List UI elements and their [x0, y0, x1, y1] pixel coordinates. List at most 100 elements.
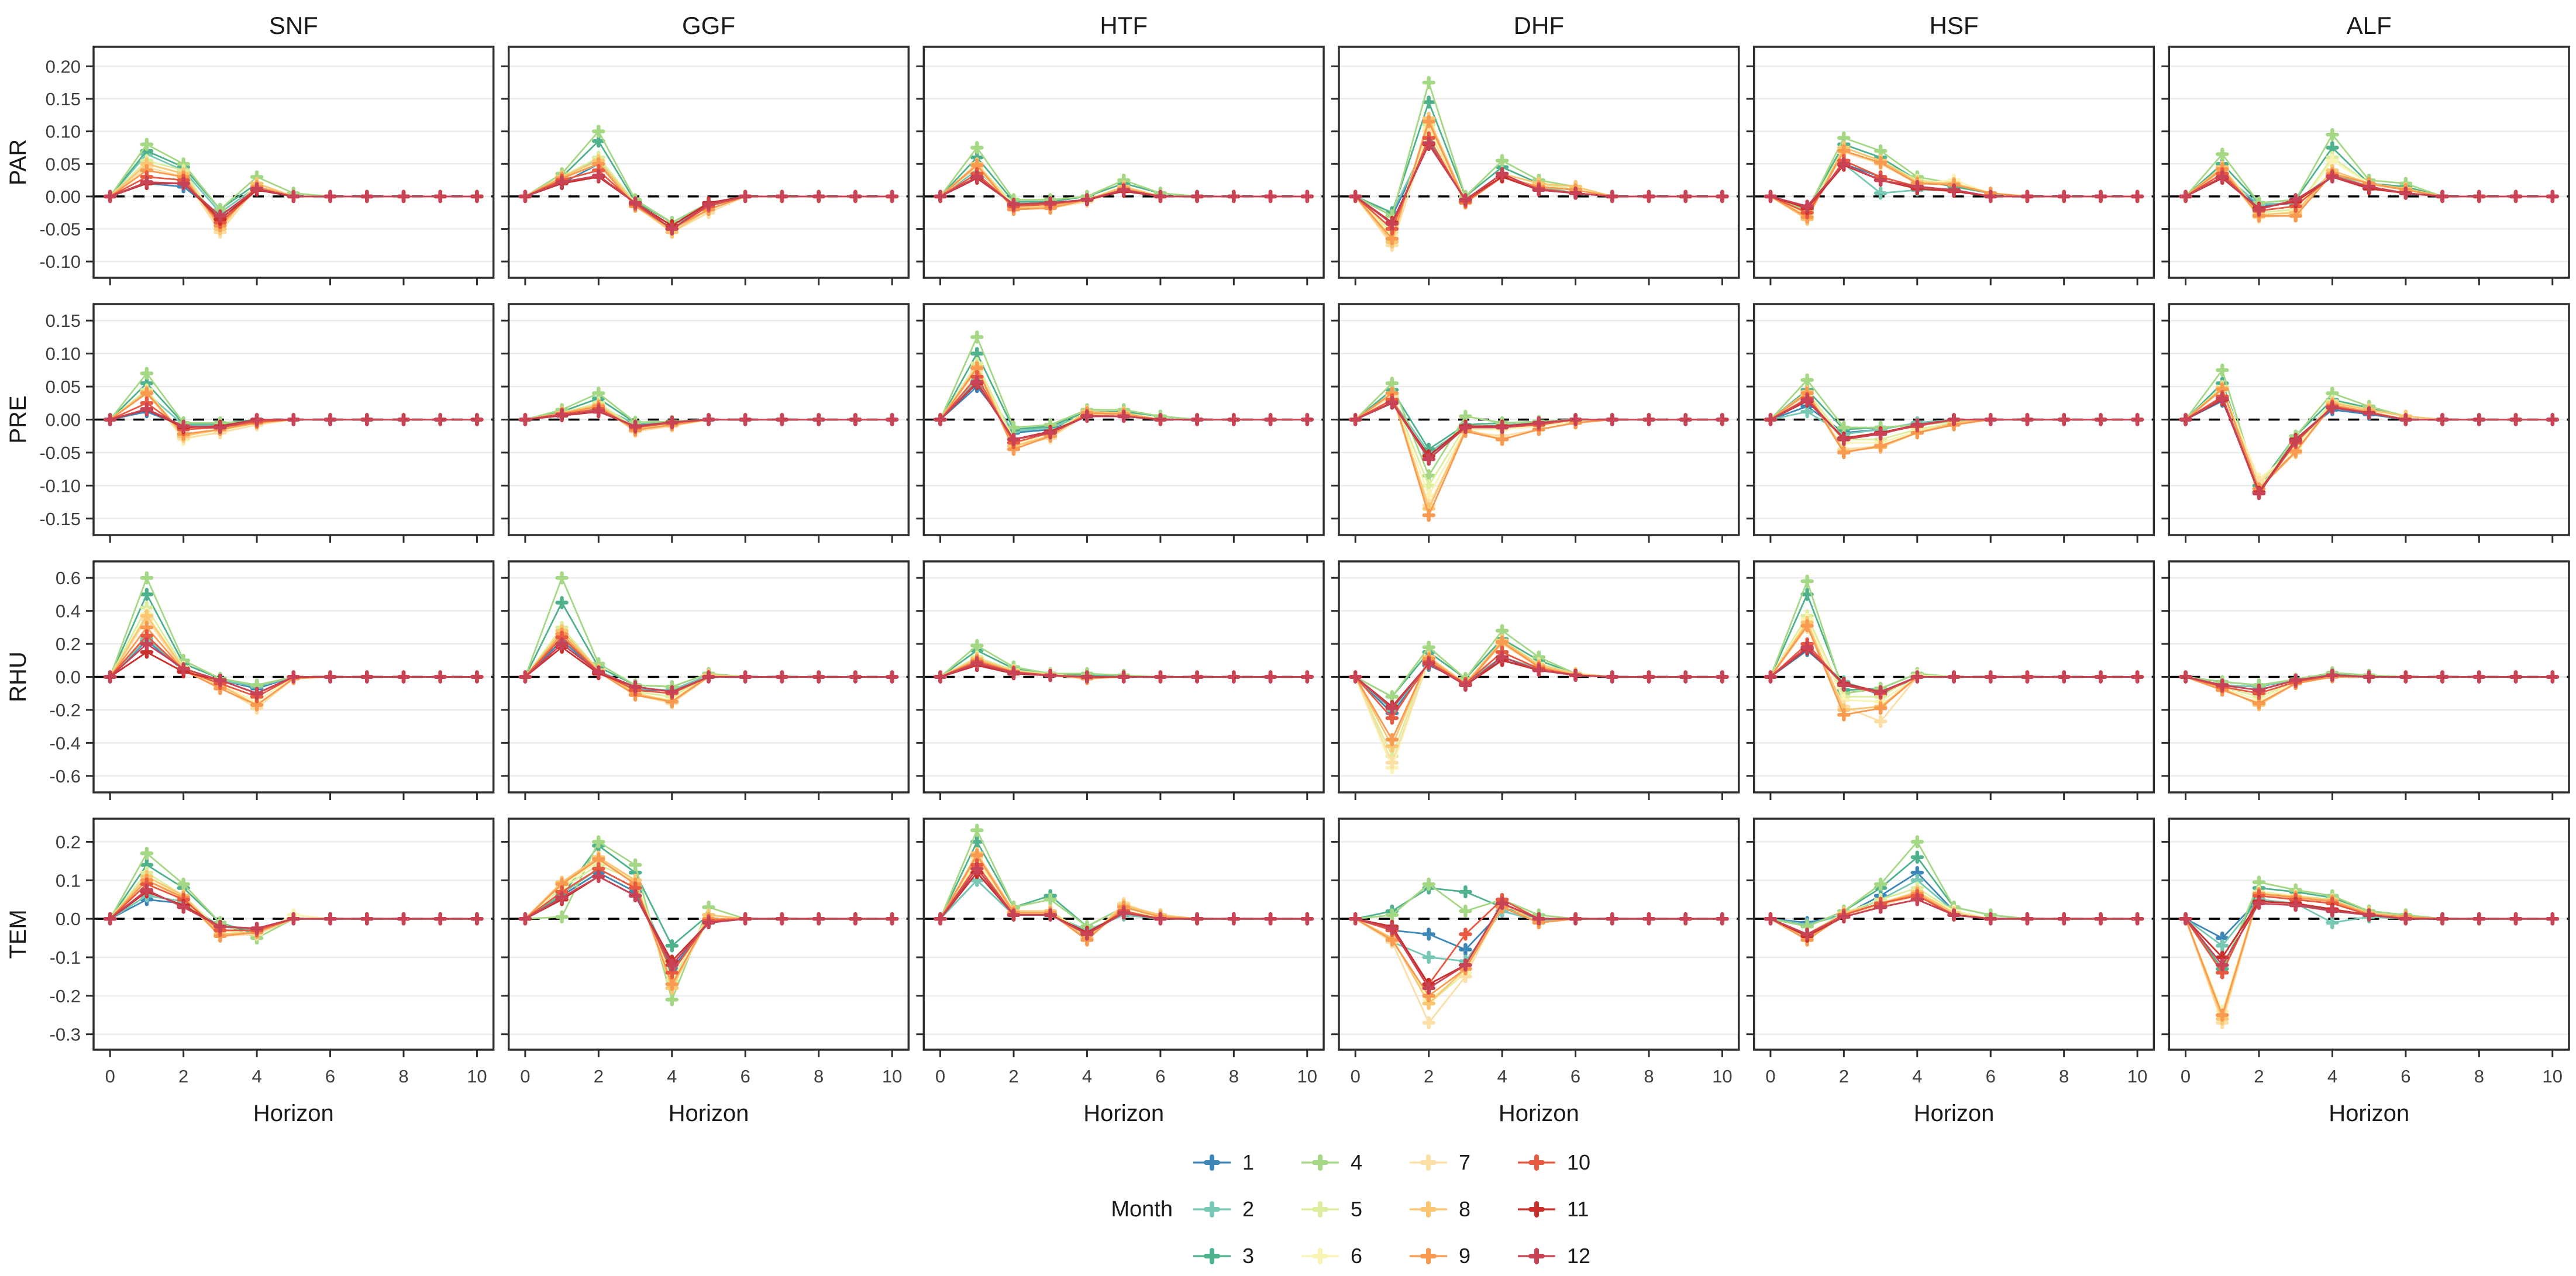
panel-background	[1754, 47, 2154, 278]
series-points-month-12	[934, 375, 1314, 446]
legend-entry-label: 3	[1242, 1244, 1254, 1268]
series-points-month-12	[518, 404, 899, 433]
series-points-month-12	[934, 170, 1314, 211]
x-tick-label: 0	[105, 1066, 115, 1087]
x-tick-label: 6	[2401, 1066, 2410, 1087]
legend-key-point	[1204, 1248, 1220, 1264]
panel-background	[508, 819, 909, 1050]
panel-border	[92, 818, 495, 1051]
x-axis-title: Horizon	[669, 1101, 749, 1126]
series-points-month-12	[103, 402, 484, 434]
panel-background	[94, 819, 494, 1050]
panel-border	[2168, 818, 2570, 1051]
legend-entry-label: 12	[1567, 1244, 1590, 1268]
series-points-month-12	[2179, 170, 2560, 216]
legend-key-point	[1528, 1248, 1545, 1264]
y-tick-label: -0.6	[50, 766, 81, 787]
legend-entry-label: 2	[1242, 1197, 1254, 1221]
y-tick-label: 0.1	[56, 870, 81, 891]
series-points-month-12	[2179, 668, 2560, 697]
series-points-month-12	[1764, 893, 2144, 941]
y-tick-label: 0.05	[46, 377, 81, 397]
y-tick-label: -0.2	[50, 700, 81, 720]
panel-border	[507, 46, 910, 279]
panel-border	[2168, 46, 2570, 279]
legend-key-point	[1420, 1248, 1437, 1264]
legend-entry-label: 1	[1242, 1150, 1254, 1174]
x-tick-label: 8	[2474, 1066, 2484, 1087]
x-tick-label: 0	[520, 1066, 530, 1087]
series-points-month-12	[103, 637, 484, 700]
x-tick-label: 6	[741, 1066, 750, 1087]
legend-key-point	[1312, 1201, 1328, 1218]
legend-key-point	[1420, 1154, 1437, 1171]
x-tick-label: 4	[2327, 1066, 2337, 1087]
panel-background	[94, 47, 494, 278]
x-tick-label: 0	[2181, 1066, 2191, 1087]
series-points-month-12	[1764, 393, 2144, 446]
panel-border	[922, 818, 1325, 1051]
panel-border	[1752, 46, 2155, 279]
facet-column-title: HSF	[1930, 12, 1979, 39]
x-axis-title: Horizon	[1083, 1101, 1164, 1126]
series-points-month-12	[518, 870, 899, 972]
x-tick-label: 4	[1082, 1066, 1092, 1087]
x-axis-title: Horizon	[1499, 1101, 1579, 1126]
facet-column-title: DHF	[1514, 12, 1564, 39]
legend-key-point	[1420, 1201, 1437, 1218]
x-tick-label: 10	[467, 1066, 487, 1087]
y-tick-label: 0.05	[46, 154, 81, 174]
series-points-month-12	[518, 637, 899, 699]
y-tick-label: 0.20	[46, 56, 81, 77]
legend-entry-label: 9	[1459, 1244, 1470, 1268]
facet-column-title: SNF	[269, 12, 318, 39]
series-points-month-12	[1764, 640, 2144, 699]
x-tick-label: 2	[1008, 1066, 1018, 1087]
legend-key-point	[1204, 1154, 1220, 1171]
series-points-month-12	[1348, 395, 1729, 466]
x-tick-label: 6	[1986, 1066, 1996, 1087]
panel-background	[508, 47, 909, 278]
legend-entry-label: 4	[1351, 1150, 1362, 1174]
x-tick-label: 2	[1424, 1066, 1434, 1087]
facet-column-title: HTF	[1100, 12, 1148, 39]
facet-row-label: RHU	[5, 651, 31, 702]
legend-key-point	[1312, 1248, 1328, 1264]
y-tick-label: -0.05	[39, 443, 81, 463]
panel-border	[92, 46, 495, 279]
x-tick-label: 8	[2059, 1066, 2069, 1087]
x-tick-label: 10	[1297, 1066, 1317, 1087]
legend-title: Month	[1111, 1197, 1173, 1222]
x-tick-label: 10	[882, 1066, 902, 1087]
series-points-month-12	[1348, 650, 1729, 715]
y-tick-label: -0.4	[50, 733, 81, 753]
legend-key-point	[1528, 1154, 1545, 1171]
x-tick-label: 4	[1497, 1066, 1507, 1087]
x-tick-label: 4	[252, 1066, 261, 1087]
y-tick-label: -0.10	[39, 475, 81, 496]
y-tick-label: 0.00	[46, 187, 81, 207]
x-tick-label: 6	[1155, 1066, 1165, 1087]
x-tick-label: 8	[398, 1066, 408, 1087]
x-axis-title: Horizon	[2329, 1101, 2409, 1126]
y-tick-label: -0.2	[50, 986, 81, 1006]
panel-border	[507, 818, 910, 1051]
x-tick-label: 2	[178, 1066, 188, 1087]
legend-entry-label: 8	[1459, 1197, 1470, 1221]
y-tick-label: 0.0	[56, 667, 81, 688]
y-tick-label: 0.10	[46, 122, 81, 142]
series-points-month-12	[934, 862, 1314, 941]
y-tick-label: 0.2	[56, 634, 81, 654]
x-tick-label: 10	[1712, 1066, 1732, 1087]
panel-background	[1754, 819, 2154, 1050]
x-tick-label: 4	[1912, 1066, 1922, 1087]
facet-row-label: PRE	[5, 395, 31, 443]
y-tick-label: -0.15	[39, 509, 81, 529]
x-tick-label: 10	[2127, 1066, 2147, 1087]
panel-border	[922, 46, 1325, 279]
x-tick-label: 4	[667, 1066, 677, 1087]
series-points-month-12	[1764, 157, 2144, 213]
legend-key-point	[1528, 1201, 1545, 1218]
